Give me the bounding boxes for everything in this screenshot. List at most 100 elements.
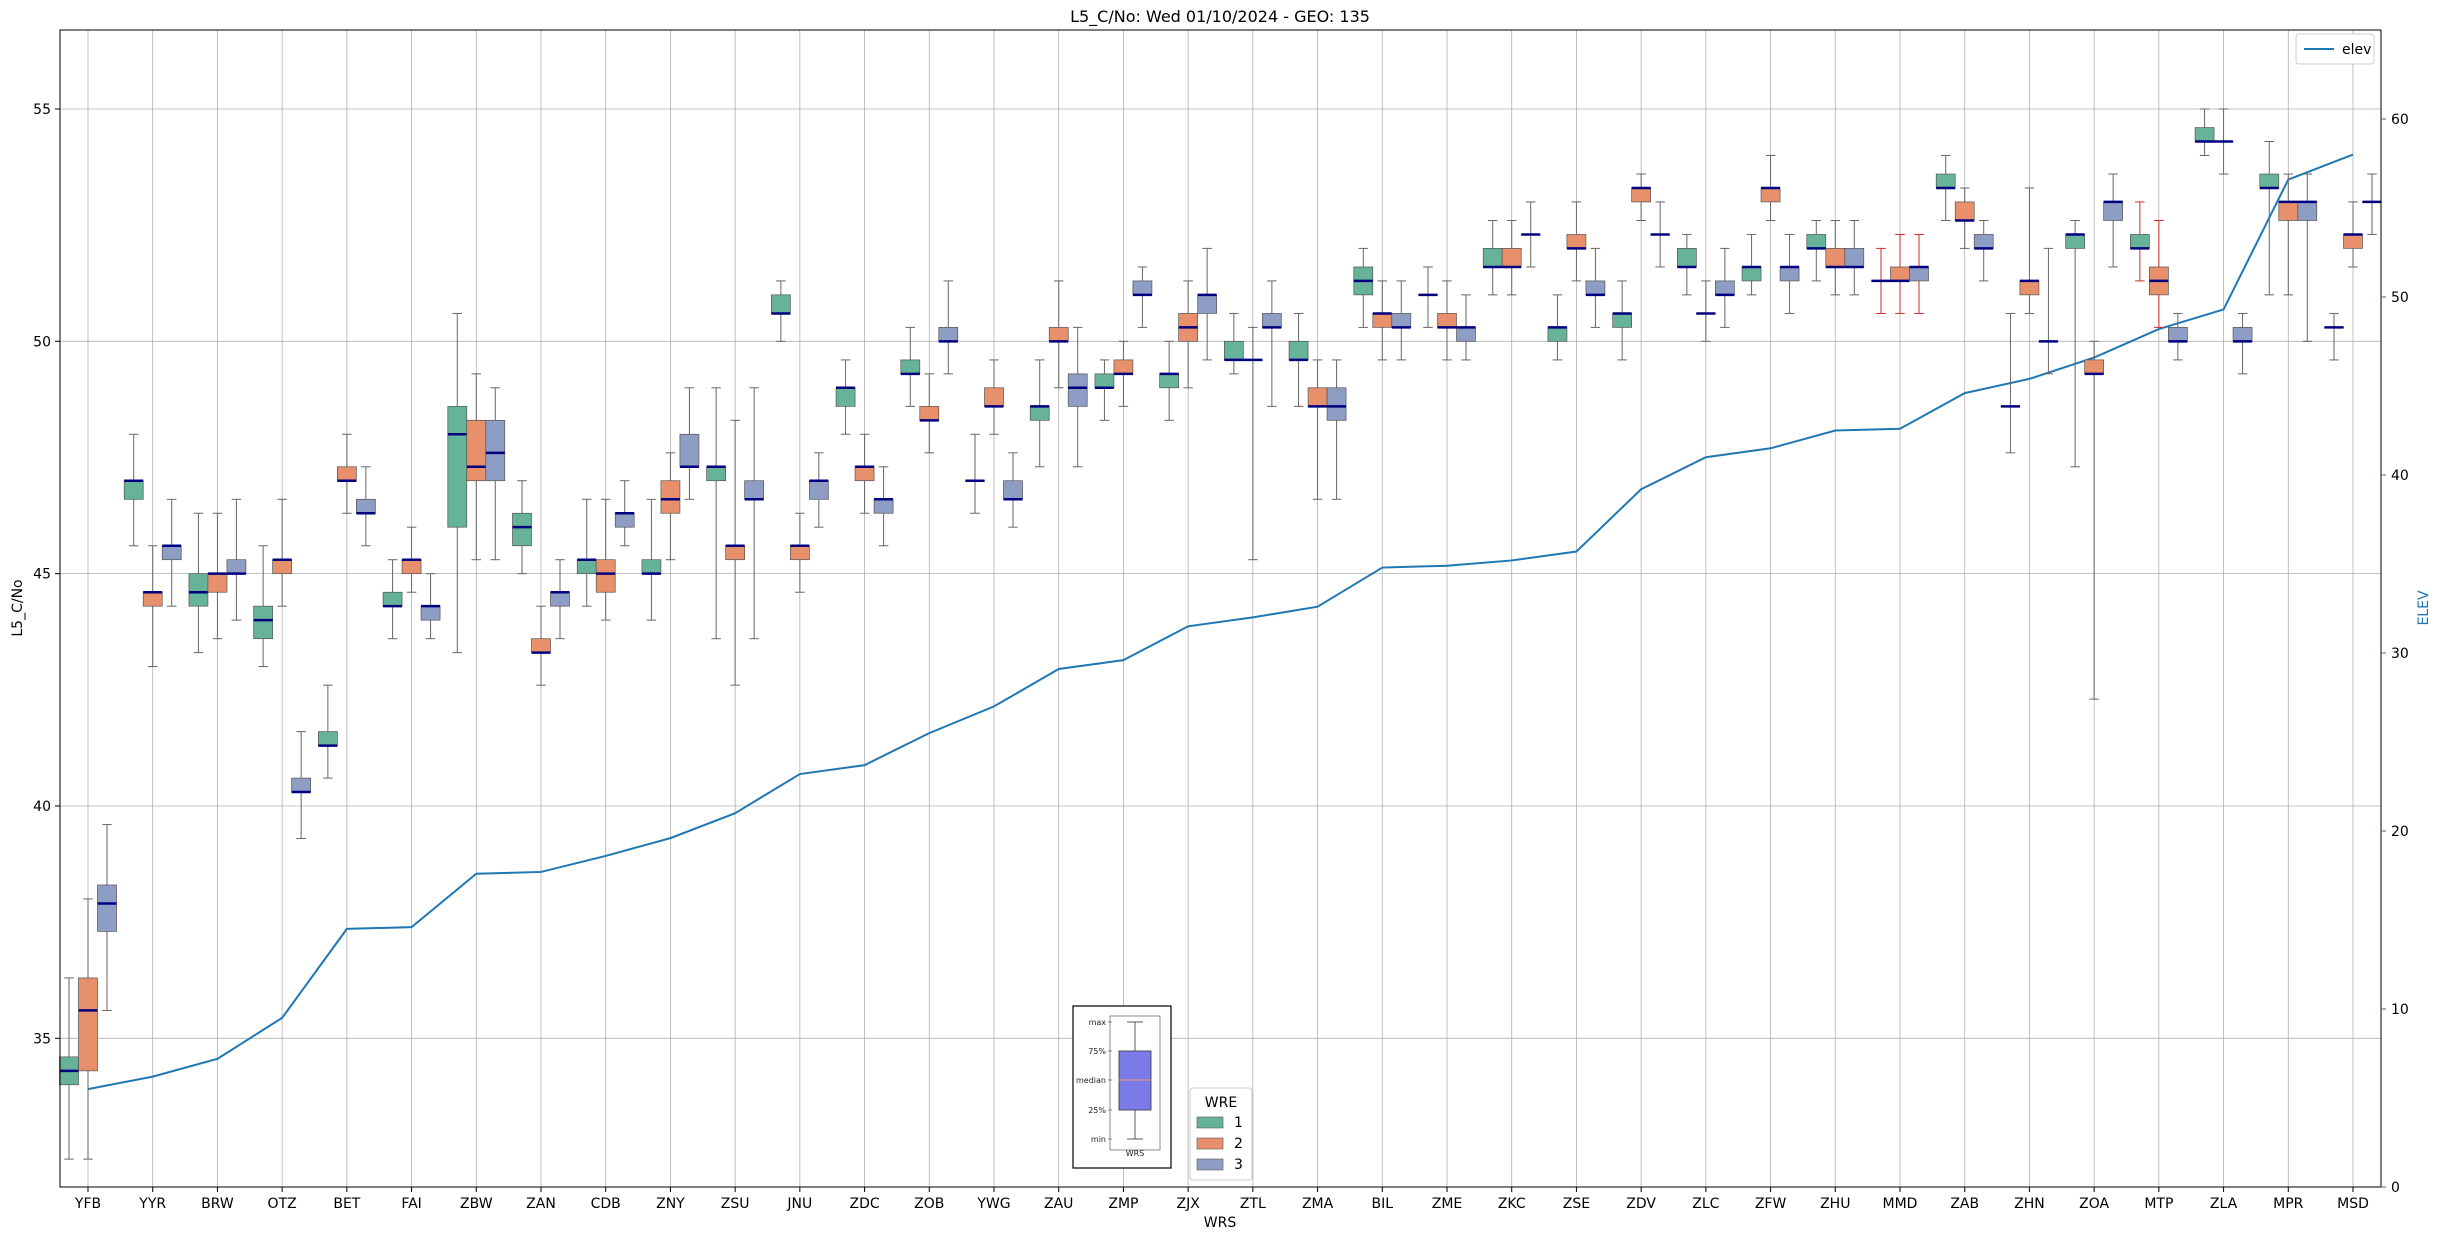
- box-iqr: [1048, 327, 1069, 342]
- box-iqr: [1935, 173, 1956, 189]
- box-iqr: [207, 573, 228, 593]
- box-iqr: [1825, 248, 1846, 268]
- box-yfb-wre3: [97, 824, 117, 1011]
- box-otz-wre1: [253, 545, 273, 668]
- box-brw-wre1: [188, 512, 209, 654]
- x-tick-label: BET: [333, 1196, 360, 1212]
- x-tick-label: ZMP: [1108, 1196, 1138, 1212]
- box-iqr: [226, 559, 247, 575]
- box-zla-wre2: [2213, 108, 2234, 175]
- key-tick-label: median: [1076, 1076, 1106, 1085]
- box-zla-wre1: [2194, 108, 2215, 156]
- box-iqr: [1067, 373, 1088, 407]
- box-zab-wre2: [1954, 187, 1975, 249]
- wre-legend: WRE 1 2 3: [1189, 1087, 1253, 1181]
- box-zjx-wre2: [1178, 280, 1198, 389]
- wre-legend-swatch-3: [1196, 1158, 1224, 1171]
- box-iqr: [706, 466, 726, 482]
- boxplot-key: max 75% median 25% min WRS: [1072, 1005, 1172, 1169]
- box-jnu-wre3: [809, 452, 829, 528]
- box-bet-wre3: [356, 466, 376, 547]
- box-iqr: [550, 591, 570, 607]
- box-iqr: [1631, 187, 1651, 203]
- box-mpr-wre3: [2297, 173, 2318, 342]
- box-zmp-wre1: [1094, 359, 1115, 421]
- box-iqr: [485, 419, 506, 482]
- box-iqr: [318, 731, 338, 746]
- box-yyr-wre2: [142, 545, 163, 668]
- box-iqr: [2103, 201, 2123, 221]
- key-tick-label: 75%: [1088, 1047, 1106, 1056]
- box-mpr-wre1: [2259, 141, 2280, 296]
- box-iqr: [1547, 327, 1568, 342]
- box-zse-wre3: [1585, 247, 1606, 328]
- axes: YFB YYR BRW OTZ BET FAI ZBW ZAN CDB ZNY ZSU JNU ZDC Z…: [33, 102, 2409, 1212]
- x-tick-label: ZNY: [656, 1196, 685, 1212]
- plot-frame: [59, 29, 2382, 1188]
- box-zhn-wre3: [2038, 247, 2059, 375]
- x-tick-label: MMD: [1883, 1196, 1918, 1212]
- y2-tick-label: 10: [2391, 1002, 2409, 1018]
- wre-legend-swatch-2: [1196, 1137, 1224, 1150]
- elev-legend: elev: [2295, 33, 2375, 65]
- box-iqr: [1677, 248, 1697, 268]
- box-iqr: [272, 559, 292, 575]
- box-iqr: [2168, 327, 2188, 342]
- x-tick-label: MSD: [2337, 1196, 2369, 1212]
- box-iqr: [1501, 248, 1522, 268]
- box-zme-wre2: [1437, 280, 1457, 361]
- box-mtp-wre1: [2130, 201, 2150, 282]
- x-tick-label: ZSE: [1563, 1196, 1590, 1212]
- box-iqr: [1326, 387, 1347, 421]
- box-jnu-wre1: [771, 280, 791, 342]
- grid: [60, 30, 2381, 1187]
- box-iqr: [679, 433, 700, 468]
- box-iqr: [1307, 387, 1328, 407]
- x-tick-label: BIL: [1372, 1196, 1394, 1212]
- box-msd-wre1: [2324, 312, 2344, 361]
- box-ztl-wre1: [1224, 312, 1244, 375]
- y-tick-label: 45: [33, 567, 51, 583]
- box-jnu-wre2: [790, 512, 810, 593]
- box-mmd-wre3: [1909, 233, 1929, 314]
- box-yfb-wre2: [78, 898, 98, 1160]
- x-tick-label: ZMA: [1302, 1196, 1334, 1212]
- box-iqr: [2019, 280, 2040, 296]
- box-iqr: [2130, 234, 2150, 249]
- box-zoa-wre3: [2103, 173, 2123, 268]
- y2-axis-label: ELEV: [2416, 590, 2432, 625]
- box-iqr: [142, 591, 163, 607]
- box-fai-wre2: [401, 526, 422, 593]
- x-tick-label: FAI: [401, 1196, 421, 1212]
- box-iqr: [2232, 327, 2253, 342]
- box-zhu-wre2: [1825, 220, 1846, 296]
- box-iqr: [1844, 248, 1865, 268]
- x-tick-label: ZLC: [1692, 1196, 1719, 1212]
- box-zkc-wre2: [1501, 220, 1522, 296]
- box-ywg-wre2: [984, 359, 1004, 435]
- box-iqr: [1113, 359, 1134, 375]
- box-zma-wre3: [1326, 359, 1347, 500]
- x-tick-label: MPR: [2273, 1196, 2304, 1212]
- box-iqr: [873, 498, 894, 514]
- box-zbw-wre3: [485, 387, 506, 561]
- box-zdc-wre2: [854, 433, 875, 514]
- box-otz-wre3: [291, 731, 311, 840]
- x-tick-label: ZOA: [2079, 1196, 2109, 1212]
- box-iqr: [337, 466, 357, 482]
- wre-legend-swatch-1: [1196, 1116, 1224, 1129]
- x-tick-label: YYR: [138, 1196, 166, 1212]
- box-iqr: [1159, 373, 1179, 389]
- box-zdv-wre2: [1631, 173, 1651, 222]
- box-zsu-wre3: [744, 387, 764, 640]
- box-plots: [59, 108, 2382, 1160]
- box-iqr: [1909, 266, 1929, 282]
- box-zny-wre1: [641, 498, 662, 621]
- key-tick-label: max: [1089, 1018, 1107, 1027]
- box-iqr: [1391, 313, 1412, 328]
- box-iqr: [984, 387, 1004, 407]
- box-iqr: [382, 591, 403, 607]
- x-tick-label: ZTL: [1240, 1196, 1266, 1212]
- x-tick-label: ZAB: [1950, 1196, 1979, 1212]
